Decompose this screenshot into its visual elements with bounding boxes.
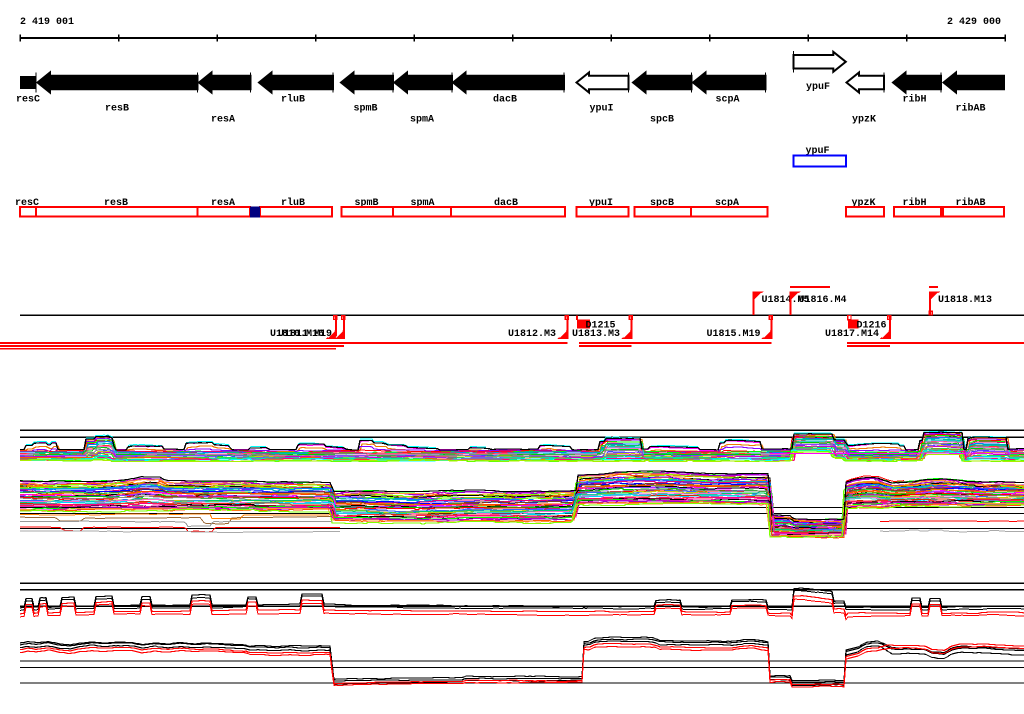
svg-text:spcB: spcB (650, 115, 674, 126)
svg-text:scpA: scpA (716, 95, 740, 106)
svg-text:ribAB: ribAB (956, 103, 986, 115)
svg-text:ribH: ribH (903, 94, 927, 106)
svg-text:resA: resA (211, 115, 235, 126)
svg-text:ypuF: ypuF (806, 146, 830, 157)
svg-text:D1216: D1216 (857, 320, 887, 331)
svg-text:spmB: spmB (355, 198, 379, 209)
svg-text:spcB: spcB (650, 198, 674, 209)
svg-text:spmA: spmA (410, 115, 434, 126)
svg-text:U1815.M19: U1815.M19 (706, 329, 760, 340)
svg-text:ypuF: ypuF (806, 82, 830, 93)
svg-text:resC: resC (15, 198, 39, 209)
svg-text:U1813.M3: U1813.M3 (572, 329, 620, 340)
svg-text:resA: resA (211, 198, 235, 209)
svg-text:resB: resB (104, 198, 128, 209)
svg-text:U1811.M19: U1811.M19 (278, 329, 332, 340)
svg-text:U1816.M4: U1816.M4 (799, 295, 847, 306)
svg-text:dacB: dacB (494, 197, 518, 209)
svg-text:spmA: spmA (411, 198, 435, 209)
svg-text:rluB: rluB (281, 94, 305, 106)
svg-text:U1814.M5: U1814.M5 (762, 295, 810, 306)
svg-text:ypuI: ypuI (590, 104, 614, 115)
svg-text:resB: resB (105, 104, 129, 115)
svg-text:U1818.M13: U1818.M13 (938, 295, 992, 306)
svg-text:D1215: D1215 (586, 320, 616, 331)
svg-text:U1812.M3: U1812.M3 (508, 329, 556, 340)
svg-text:dacB: dacB (493, 94, 517, 106)
svg-text:U1810.M16: U1810.M16 (270, 329, 324, 340)
svg-text:spmB: spmB (354, 104, 378, 115)
svg-text:U1817.M14: U1817.M14 (825, 329, 879, 340)
svg-text:2 419 001: 2 419 001 (20, 17, 74, 28)
svg-text:ypuI: ypuI (589, 198, 613, 209)
svg-text:ribH: ribH (903, 197, 927, 209)
svg-text:resC: resC (16, 95, 40, 106)
svg-text:ypzK: ypzK (852, 198, 876, 209)
svg-text:ribAB: ribAB (956, 197, 986, 209)
svg-text:2 429 000: 2 429 000 (947, 17, 1001, 28)
svg-text:rluB: rluB (281, 197, 305, 209)
svg-text:scpA: scpA (715, 198, 739, 209)
svg-text:ypzK: ypzK (852, 115, 876, 126)
